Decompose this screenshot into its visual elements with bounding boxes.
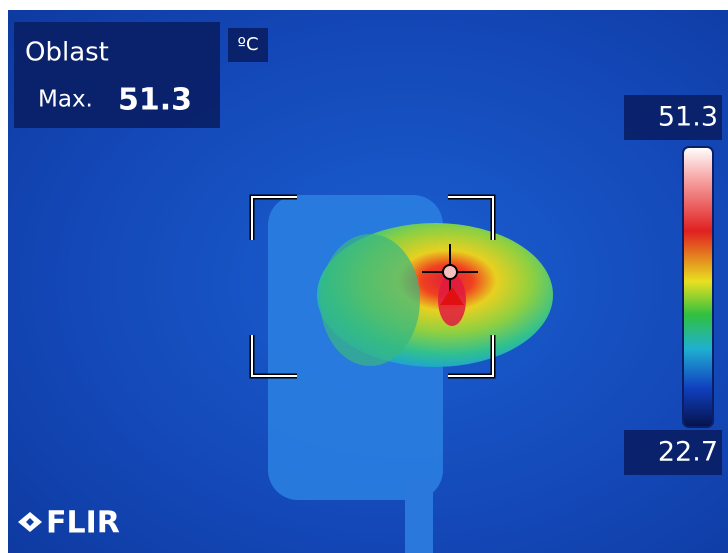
cord	[405, 480, 433, 553]
thermal-image: Oblast Max. 51.3 ºC 51.3 22.7 FLIR	[0, 0, 728, 553]
scale-min: 22.7	[658, 437, 718, 468]
measurement-label: Oblast	[25, 38, 109, 68]
max-label: Max.	[38, 87, 93, 113]
scale-max: 51.3	[658, 102, 718, 133]
color-bar	[683, 147, 713, 427]
plug-face	[320, 234, 420, 366]
brand: FLIR	[46, 506, 120, 541]
max-value: 51.3	[118, 83, 192, 118]
unit: ºC	[237, 34, 258, 55]
